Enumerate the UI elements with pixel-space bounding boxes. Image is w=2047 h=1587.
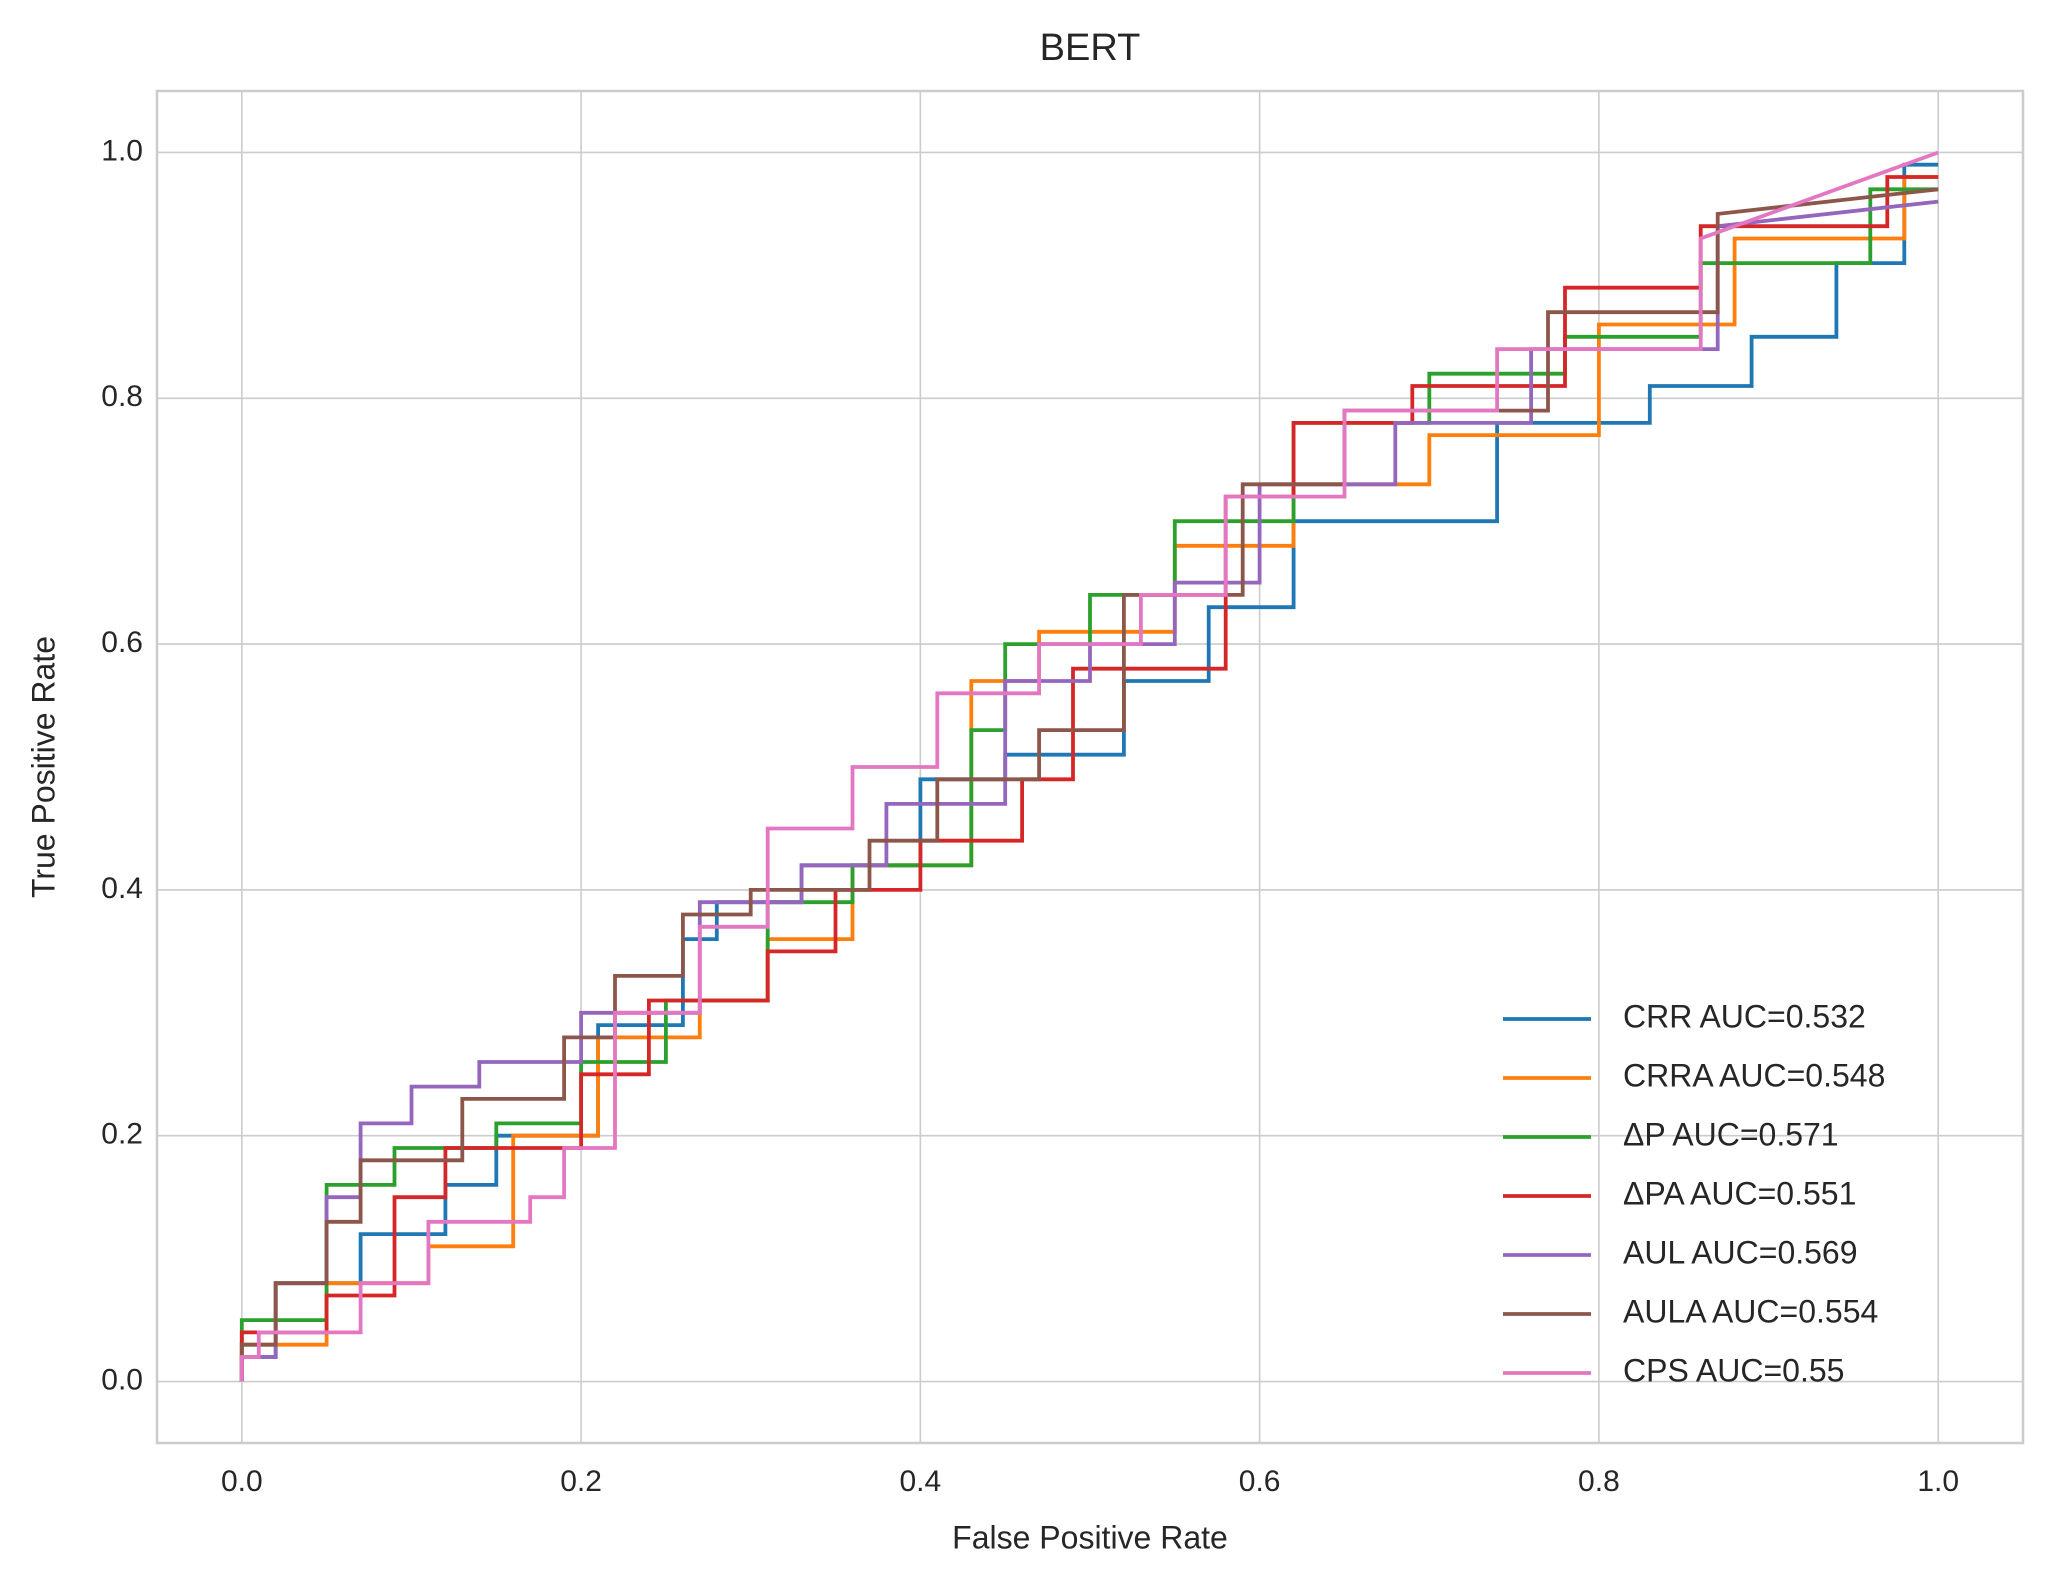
x-tick-label: 1.0 <box>1917 1465 1959 1498</box>
legend-label: CRR AUC=0.532 <box>1623 998 1866 1034</box>
x-tick-label: 0.8 <box>1578 1465 1620 1498</box>
legend-label: CRRA AUC=0.548 <box>1623 1057 1885 1093</box>
roc-curve <box>239 162 1939 1382</box>
y-axis-label: True Positive Rate <box>25 636 61 898</box>
roc-curve <box>239 199 1939 1382</box>
y-tick-label: 0.2 <box>101 1118 143 1151</box>
x-axis-label: False Positive Rate <box>952 1519 1228 1555</box>
y-tick-label: 0.4 <box>101 872 143 905</box>
roc-curve <box>239 150 1939 1382</box>
y-tick-label: 0.0 <box>101 1363 143 1396</box>
y-tick-label: 1.0 <box>101 134 143 167</box>
legend-label: AULA AUC=0.554 <box>1623 1293 1878 1329</box>
x-tick-label: 0.0 <box>221 1465 263 1498</box>
x-tick-label: 0.4 <box>900 1465 942 1498</box>
legend-label: AUL AUC=0.569 <box>1623 1234 1858 1270</box>
legend-label: CPS AUC=0.55 <box>1623 1352 1844 1388</box>
legend-label: ΔP AUC=0.571 <box>1623 1116 1839 1152</box>
plot-frame <box>155 89 2025 1445</box>
x-tick-label: 0.2 <box>560 1465 602 1498</box>
chart-title: BERT <box>1040 27 1141 69</box>
legend-label: ΔPA AUC=0.551 <box>1623 1175 1856 1211</box>
y-tick-label: 0.6 <box>101 626 143 659</box>
y-tick-label: 0.8 <box>101 380 143 413</box>
x-tick-label: 0.6 <box>1239 1465 1281 1498</box>
